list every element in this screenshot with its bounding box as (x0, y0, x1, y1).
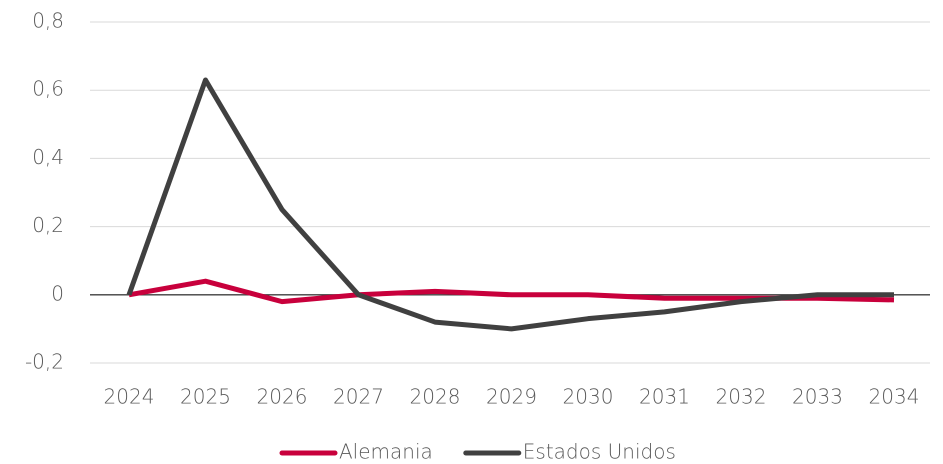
legend-label: Alemania (339, 440, 433, 464)
x-tick-label: 2026 (257, 385, 308, 409)
x-tick-label: 2031 (639, 385, 690, 409)
legend-label: Estados Unidos (523, 440, 676, 464)
x-tick-label: 2034 (869, 385, 920, 409)
x-tick-label: 2024 (104, 385, 155, 409)
x-tick-label: 2028 (410, 385, 461, 409)
x-tick-label: 2033 (792, 385, 843, 409)
y-tick-label: 0,6 (32, 77, 64, 101)
y-tick-label: -0,2 (25, 350, 64, 374)
x-tick-label: 2029 (486, 385, 537, 409)
y-tick-label: 0,8 (32, 9, 64, 33)
x-tick-label: 2025 (180, 385, 231, 409)
y-tick-label: 0 (51, 281, 64, 305)
y-tick-label: 0,4 (32, 145, 64, 169)
x-tick-label: 2032 (716, 385, 767, 409)
x-tick-label: 2027 (333, 385, 384, 409)
series-line (126, 77, 894, 332)
y-tick-label: 0,2 (32, 213, 64, 237)
x-tick-label: 2030 (563, 385, 614, 409)
